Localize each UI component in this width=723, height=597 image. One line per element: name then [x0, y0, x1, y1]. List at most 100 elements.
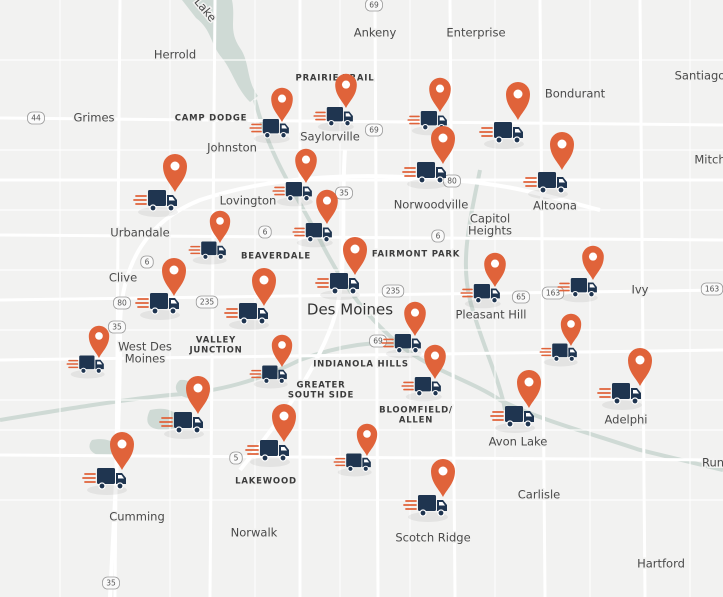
location-pin — [316, 189, 338, 224]
truck-icon — [292, 223, 333, 248]
truck-cargo — [305, 223, 322, 238]
place-name: Ivy — [631, 283, 648, 297]
truck-wheel — [261, 454, 269, 462]
delivery-marker — [272, 148, 317, 207]
truck-cargo — [79, 355, 95, 370]
pin-dot — [341, 80, 351, 89]
delivery-marker — [135, 258, 186, 320]
pin-dot — [277, 94, 287, 103]
route-shield — [369, 334, 387, 348]
delivery-marker — [188, 210, 231, 265]
place-name: Grimes — [73, 111, 114, 125]
truck-wheel — [539, 186, 547, 194]
district-name: ALLEN — [399, 416, 433, 426]
truck-icon — [188, 241, 227, 265]
truck-wheel — [557, 186, 565, 194]
delivery-marker — [82, 432, 134, 495]
location-pin — [343, 237, 367, 275]
pin-body — [431, 459, 455, 497]
truck-wheel — [287, 194, 294, 202]
truck-wheel — [116, 482, 124, 490]
location-pin — [271, 87, 293, 122]
truck-cargo — [326, 107, 343, 122]
place-name: Mitch — [694, 153, 723, 167]
pin-dot — [524, 377, 534, 387]
pin-dot — [435, 84, 445, 93]
place-name: Altoona — [533, 199, 577, 213]
route-number: 235 — [200, 298, 215, 307]
delivery-marker — [523, 132, 574, 199]
pin-dot — [430, 351, 440, 360]
pin-body — [271, 334, 293, 367]
place-name: Cumming — [109, 510, 165, 524]
place-name: Bondurant — [545, 87, 606, 101]
truck-cargo — [494, 122, 512, 138]
place-name: Norwalk — [231, 526, 278, 540]
truck-cargo — [538, 172, 556, 188]
pin-dot — [567, 320, 575, 328]
truck-window — [438, 169, 444, 173]
truck-wheel — [169, 307, 177, 315]
delivery-marker — [539, 313, 582, 367]
district-name: GREATER — [297, 381, 346, 391]
location-pin — [88, 325, 110, 358]
truck-icon — [523, 172, 568, 199]
place-name: Avon Lake — [489, 435, 548, 449]
truck-window — [413, 340, 420, 344]
truck-window — [345, 113, 352, 117]
truck-wheel — [422, 123, 429, 131]
delivery-marker — [292, 189, 338, 248]
truck-window — [118, 475, 124, 479]
route-shield — [365, 0, 383, 12]
truck-icon — [133, 190, 178, 217]
truck-window — [260, 310, 266, 314]
truck-wheel — [432, 389, 439, 397]
route-number: 163 — [705, 285, 720, 294]
truck-icon — [539, 343, 578, 367]
pin-body — [88, 325, 110, 358]
truck-window — [219, 247, 225, 251]
delivery-marker — [557, 245, 604, 303]
truck-wheel — [475, 296, 482, 304]
delivery-marker — [460, 252, 506, 309]
route-shield — [195, 295, 219, 309]
truck-cargo — [418, 495, 436, 511]
location-pin — [271, 334, 293, 367]
district-name: BEAVERDALE — [241, 252, 311, 262]
route-shield — [431, 229, 445, 243]
truck-wheel — [264, 131, 271, 139]
route-shield — [108, 320, 126, 334]
truck-wheel — [553, 355, 560, 362]
pin-body — [252, 268, 276, 306]
pin-body — [506, 82, 530, 120]
route-number: 80 — [447, 177, 457, 186]
truck-window — [433, 383, 440, 387]
location-pin — [550, 132, 574, 170]
place-name: Santiago — [675, 69, 723, 83]
truck-icon — [315, 273, 360, 300]
truck-window — [97, 361, 103, 365]
location-pin — [110, 432, 134, 470]
truck-window — [280, 371, 286, 375]
pin-body — [295, 148, 317, 183]
pin-body — [560, 313, 582, 346]
truck-icon — [82, 468, 127, 495]
location-pin — [209, 210, 231, 243]
route-shield — [102, 576, 120, 590]
place-name: Adelphi — [604, 413, 647, 427]
truck-icon — [381, 334, 422, 359]
truck-wheel — [491, 296, 498, 304]
place-name: Carlisle — [518, 488, 560, 502]
location-pin — [517, 370, 541, 408]
truck-wheel — [506, 420, 514, 428]
delivery-marker — [381, 301, 426, 359]
truck-cargo — [570, 278, 587, 293]
place-name: Lovington — [220, 194, 277, 208]
route-number: 65 — [516, 293, 526, 302]
place-name: Des Moines — [307, 301, 393, 319]
route-number: 35 — [112, 323, 122, 332]
route-number: 35 — [106, 579, 116, 588]
pin-body — [424, 344, 446, 379]
